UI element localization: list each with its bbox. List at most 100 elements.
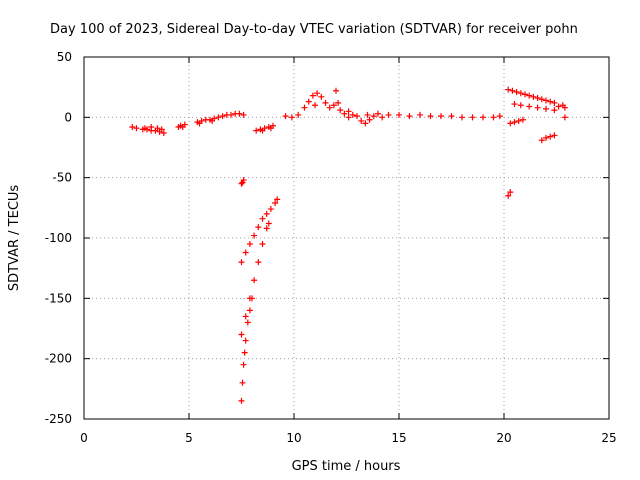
x-axis-label: GPS time / hours: [292, 459, 401, 474]
data-point: [305, 98, 312, 105]
data-point: [253, 127, 260, 134]
data-point: [480, 114, 486, 121]
data-point: [219, 113, 226, 120]
data-point: [534, 95, 541, 102]
data-point: [251, 232, 258, 239]
data-point: [318, 93, 325, 100]
y-tick-label: -100: [45, 231, 72, 245]
data-point: [242, 313, 249, 320]
data-point: [148, 123, 155, 130]
data-point: [238, 397, 245, 404]
data-point: [239, 179, 246, 186]
data-point: [263, 225, 270, 232]
series-late-low: [507, 116, 526, 127]
data-point: [154, 125, 161, 132]
data-point: [341, 110, 348, 117]
y-tick-label: 0: [64, 110, 72, 124]
y-axis-label: SDTVAR / TECUs: [7, 185, 22, 292]
data-point: [246, 307, 253, 314]
data-point: [517, 90, 524, 97]
y-tick-label: -150: [45, 291, 72, 305]
data-point: [551, 132, 558, 139]
data-point: [141, 125, 148, 132]
x-tick-label: 20: [496, 431, 511, 445]
data-point: [295, 111, 302, 118]
data-point: [543, 97, 549, 104]
series-steep-branch-c: [238, 295, 255, 404]
data-point: [330, 102, 337, 109]
data-point: [246, 241, 253, 248]
data-point: [459, 114, 465, 121]
data-point: [517, 102, 524, 109]
data-point: [543, 105, 549, 112]
data-point: [133, 125, 140, 132]
data-point: [538, 96, 545, 103]
data-point: [513, 88, 520, 95]
data-point: [551, 107, 558, 114]
data-point: [507, 120, 514, 127]
data-point: [267, 206, 274, 213]
series-midday-band: [282, 87, 503, 127]
data-point: [538, 137, 545, 144]
data-point: [255, 259, 262, 266]
data-point: [345, 114, 352, 121]
data-point: [337, 107, 344, 114]
data-point: [236, 110, 243, 117]
data-point: [282, 113, 289, 120]
data-point: [272, 200, 279, 207]
series-late-dip: [505, 189, 514, 199]
series-early-cluster-2: [175, 121, 188, 130]
data-point: [345, 108, 352, 115]
data-point: [267, 125, 274, 132]
data-point: [515, 117, 522, 124]
y-tick-label: 50: [57, 50, 72, 64]
data-point: [228, 111, 234, 118]
data-point: [505, 192, 512, 199]
data-point: [160, 130, 167, 137]
series-steep-branch-b: [238, 220, 272, 338]
data-point: [448, 113, 455, 120]
data-point: [309, 92, 316, 99]
series-morning-rise: [194, 110, 247, 127]
series-small-dip: [238, 177, 247, 187]
chart-title: Day 100 of 2023, Sidereal Day-to-day VTE…: [50, 22, 578, 37]
y-tick-label: -50: [52, 171, 72, 185]
data-point: [335, 99, 342, 106]
data-point: [242, 249, 249, 256]
series-early-cluster-1: [129, 123, 167, 137]
data-point: [438, 113, 444, 120]
data-point: [242, 337, 249, 344]
data-point: [326, 104, 333, 111]
data-point: [314, 90, 321, 97]
y-axis-ticks: -250 -200 -150 -100 -50 0 50: [45, 50, 609, 426]
data-point: [543, 134, 549, 141]
data-point: [312, 102, 318, 109]
data-point: [551, 99, 558, 106]
data-point: [534, 104, 541, 111]
data-point: [561, 104, 568, 111]
data-point: [249, 295, 255, 302]
data-point: [301, 104, 308, 111]
x-tick-label: 10: [286, 431, 301, 445]
data-point: [240, 111, 247, 118]
data-point: [522, 91, 528, 98]
data-point: [530, 93, 537, 100]
data-point: [505, 86, 512, 93]
data-point: [349, 111, 356, 118]
data-point: [238, 331, 245, 338]
data-point: [469, 114, 476, 121]
data-point: [358, 117, 365, 124]
y-tick-label: -200: [45, 352, 72, 366]
data-point: [263, 210, 270, 217]
data-point: [385, 111, 392, 118]
data-point: [255, 224, 262, 231]
data-point: [241, 349, 248, 356]
data-point: [509, 87, 516, 94]
data-point: [181, 121, 188, 128]
series-late-negative: [538, 132, 558, 144]
series-late-high: [505, 86, 568, 121]
data-point: [511, 119, 518, 126]
x-tick-label: 0: [80, 431, 88, 445]
data-point: [322, 99, 329, 106]
data-point: [238, 259, 245, 266]
